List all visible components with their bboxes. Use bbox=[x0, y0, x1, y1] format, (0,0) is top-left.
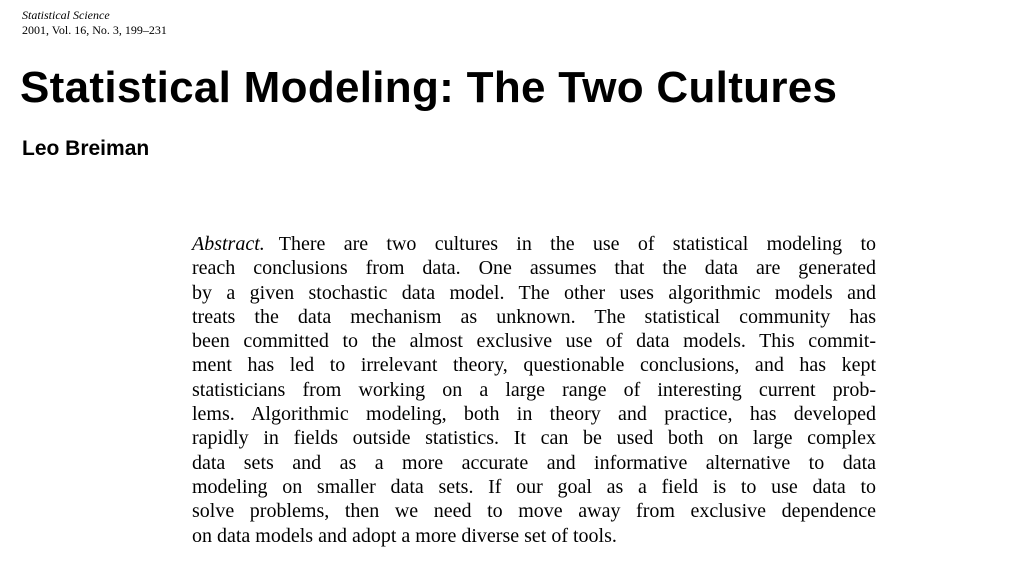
abstract-line: statisticians from working on a large ra… bbox=[192, 378, 876, 401]
abstract-line: data sets and as a more accurate and inf… bbox=[192, 451, 876, 474]
abstract-line: been committed to the almost exclusive u… bbox=[192, 330, 876, 353]
abstract-line: lems. Algorithmic modeling, both in theo… bbox=[192, 403, 876, 426]
author-name: Leo Breiman bbox=[22, 137, 150, 160]
journal-volume-info: 2001, Vol. 16, No. 3, 199–231 bbox=[22, 23, 167, 37]
abstract-line: on data models and adopt a more diverse … bbox=[192, 524, 617, 547]
abstract-line-text: There are two cultures in the use of sta… bbox=[278, 233, 876, 255]
abstract-line: Abstract. There are two cultures in the u… bbox=[192, 232, 876, 256]
journal-name: Statistical Science bbox=[22, 8, 110, 22]
abstract-line: by a given stochastic data model. The ot… bbox=[192, 281, 876, 304]
abstract-line: modeling on smaller data sets. If our go… bbox=[192, 475, 876, 498]
abstract-line: rapidly in fields outside statistics. It… bbox=[192, 427, 876, 450]
paper-title: Statistical Modeling: The Two Cultures bbox=[20, 63, 838, 112]
abstract-line: reach conclusions from data. One assumes… bbox=[192, 257, 876, 280]
abstract-label: Abstract. bbox=[192, 233, 265, 255]
abstract-line: ment has led to irrelevant theory, quest… bbox=[192, 354, 876, 377]
abstract-line: treats the data mechanism as unknown. Th… bbox=[192, 305, 876, 328]
abstract: Abstract. There are two cultures in the u… bbox=[192, 232, 876, 548]
abstract-line: solve problems, then we need to move awa… bbox=[192, 500, 876, 523]
